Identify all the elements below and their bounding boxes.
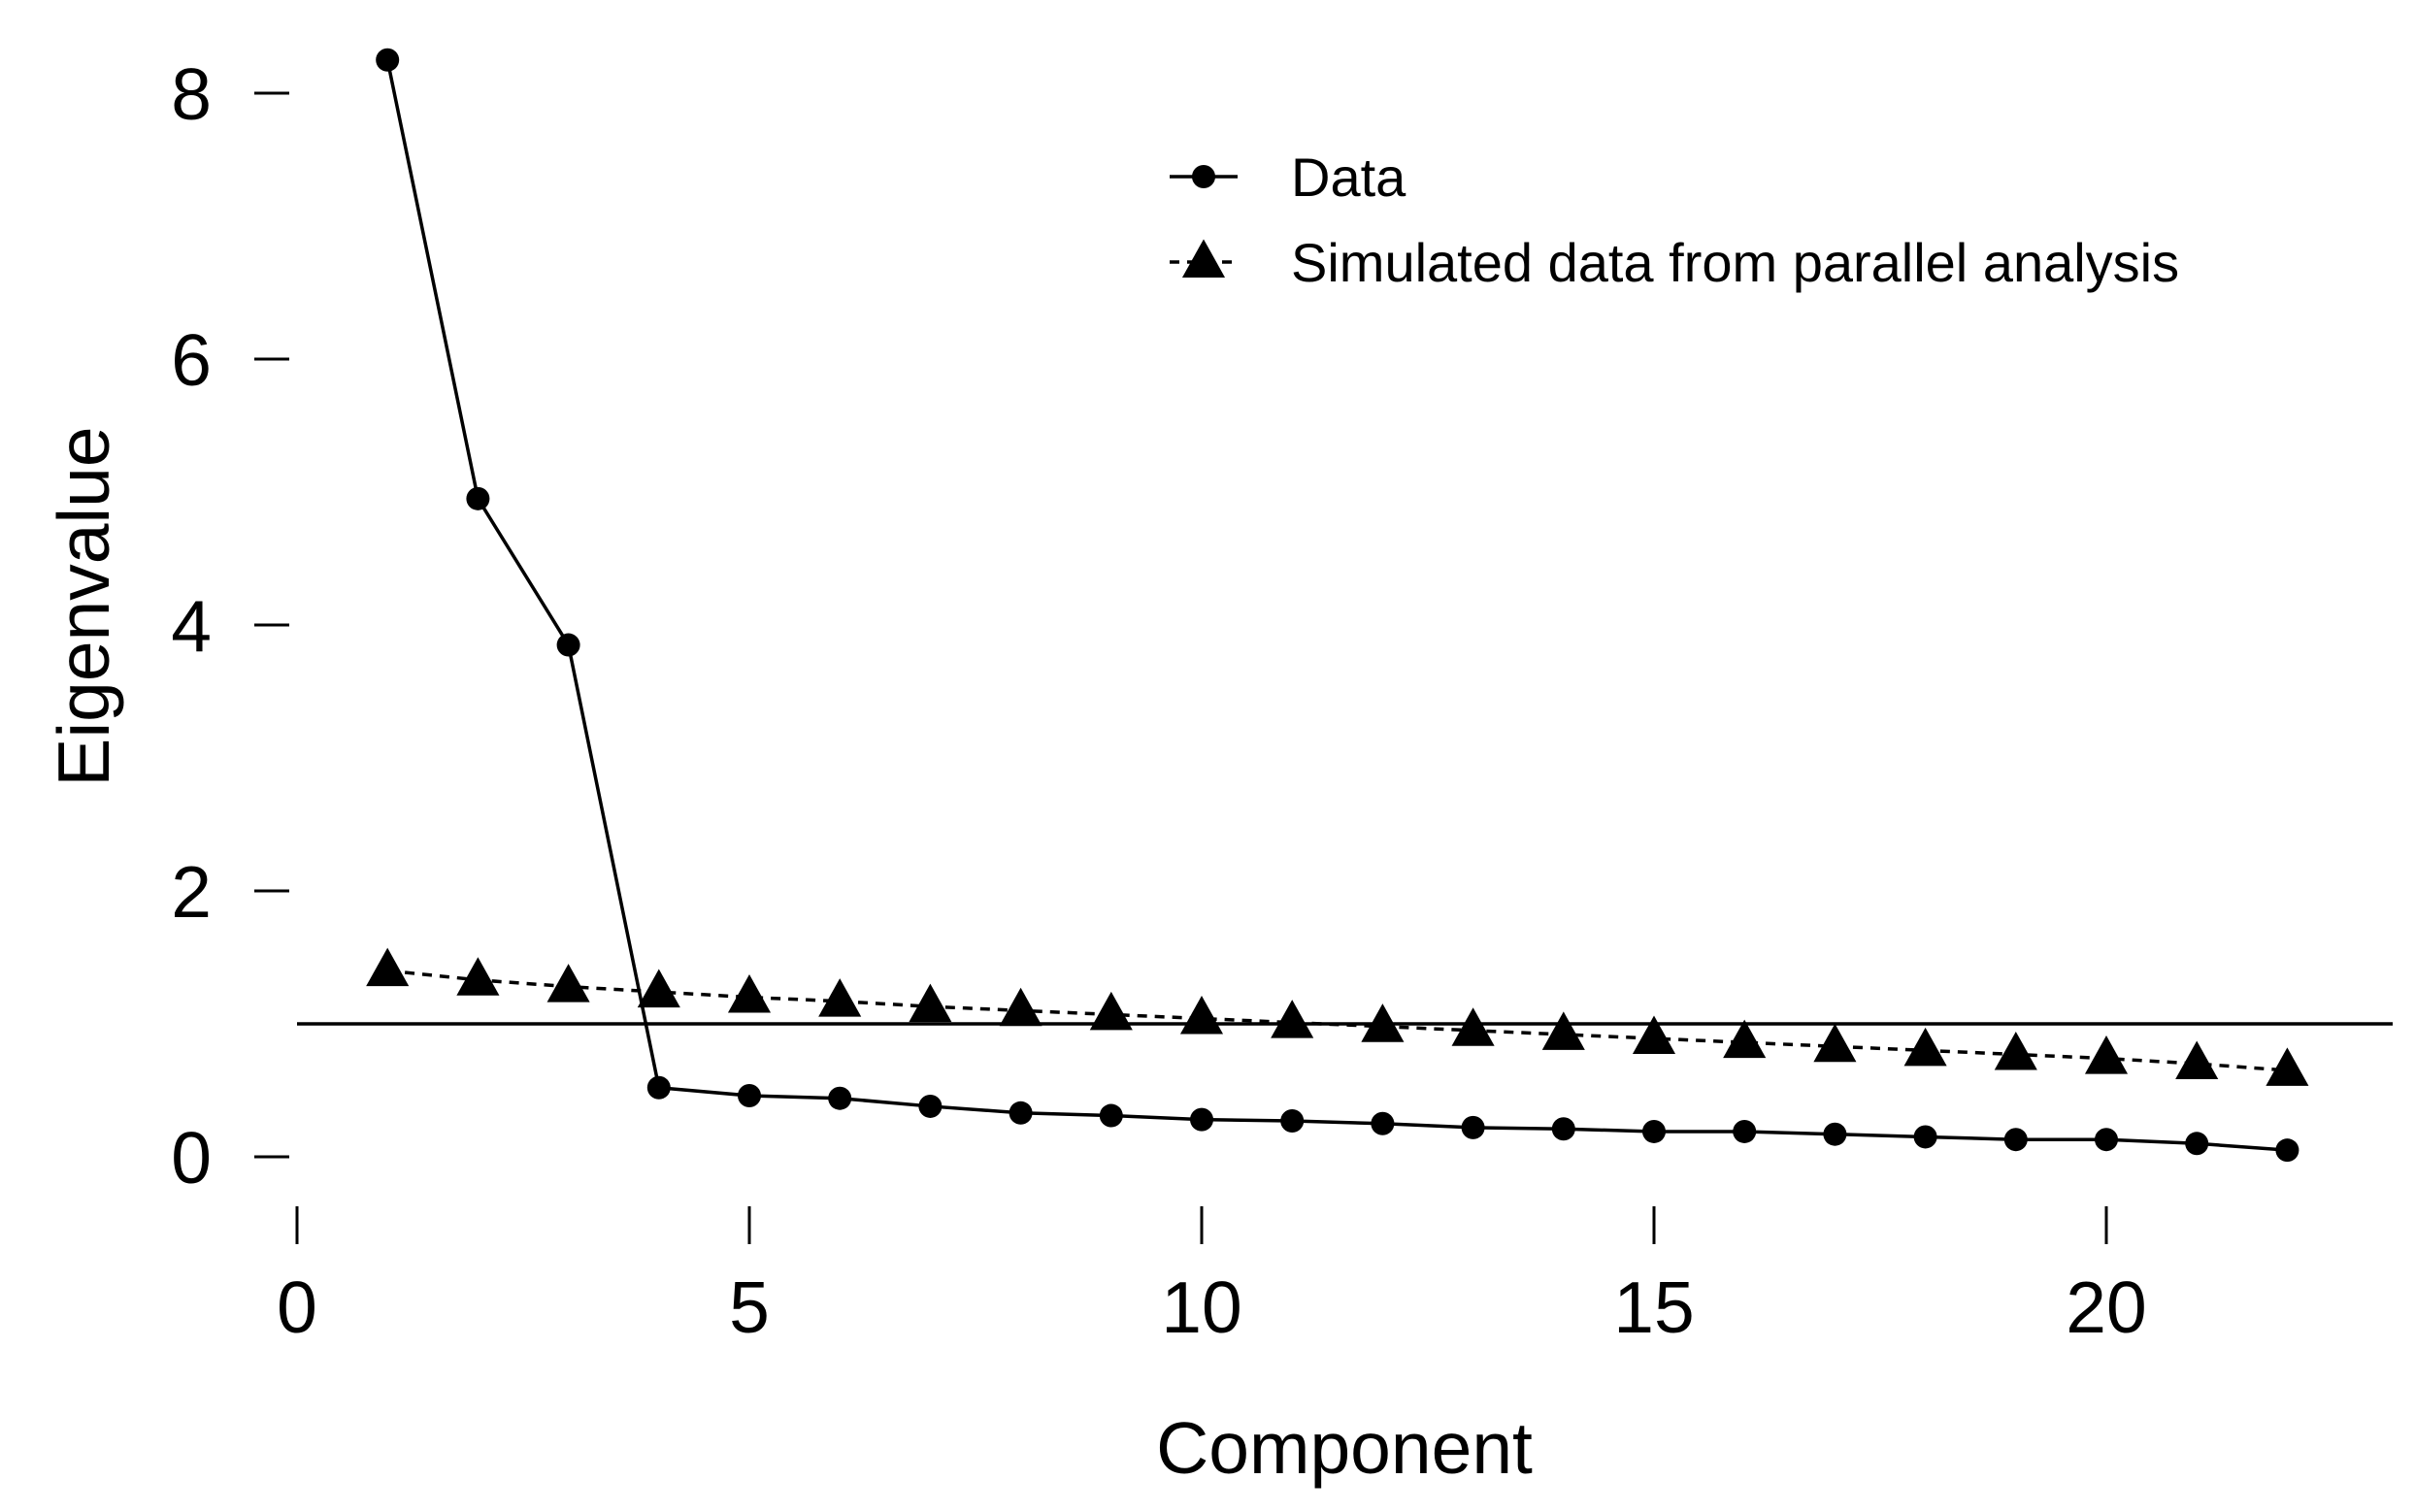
data-point: [1099, 1103, 1123, 1128]
data-point: [1009, 1101, 1033, 1125]
data-point: [1461, 1115, 1485, 1139]
y-axis-title: Eigenvalue: [43, 426, 124, 786]
data-point: [1371, 1111, 1395, 1135]
y-axis: 0 2 4 6 8: [171, 53, 289, 1199]
data-point: [1551, 1117, 1575, 1141]
data-point: [999, 987, 1042, 1027]
legend-marker: [1192, 165, 1215, 188]
x-axis: 0 5 10 15 20: [277, 1206, 2147, 1348]
data-point: [828, 1086, 852, 1110]
data-point: [1913, 1125, 1937, 1149]
series-layer: [366, 48, 2309, 1163]
data-point: [1179, 995, 1224, 1035]
data-point: [1723, 1019, 1767, 1059]
data-point: [1271, 1000, 1314, 1038]
data-point: [918, 1094, 943, 1118]
x-tick-label: 10: [1161, 1266, 1241, 1348]
data-point: [1541, 1011, 1585, 1050]
y-tick-label: 2: [171, 851, 212, 933]
data-point: [546, 964, 590, 1003]
series-line: [385, 59, 2288, 1152]
legend-label: Simulated data from parallel analysis: [1291, 232, 2179, 293]
data-point: [2266, 1047, 2309, 1086]
y-tick-label: 8: [171, 53, 212, 135]
series-simulated: [366, 947, 2309, 1086]
data-point: [1190, 1107, 1213, 1132]
data-point: [1823, 1122, 1847, 1146]
x-tick-label: 15: [1613, 1266, 1694, 1348]
data-point: [1994, 1031, 2037, 1070]
y-tick-label: 0: [171, 1117, 212, 1199]
data-point: [376, 48, 400, 72]
y-tick-label: 6: [171, 319, 212, 401]
data-point: [1903, 1027, 1947, 1067]
data-point: [1280, 1109, 1305, 1134]
legend: Data Simulated data from parallel analysi…: [1170, 147, 2179, 293]
series-line: [387, 969, 2288, 1072]
legend-marker: [1181, 239, 1226, 278]
data-point: [2185, 1132, 2209, 1156]
data-point: [1642, 1119, 1666, 1143]
data-point: [2003, 1128, 2028, 1152]
data-point: [2095, 1128, 2118, 1152]
data-point: [1632, 1015, 1676, 1055]
series-data: [376, 48, 2299, 1163]
data-point: [2275, 1138, 2299, 1163]
x-tick-label: 0: [277, 1266, 317, 1348]
legend-label: Data: [1291, 147, 1406, 208]
x-tick-label: 20: [2066, 1266, 2146, 1348]
data-point: [1813, 1023, 1857, 1063]
data-point: [637, 969, 680, 1008]
x-tick-label: 5: [729, 1266, 770, 1348]
data-point: [1361, 1003, 1405, 1042]
data-point: [1089, 991, 1133, 1031]
data-point: [738, 1083, 761, 1107]
data-point: [2175, 1040, 2219, 1080]
data-point: [1451, 1007, 1495, 1046]
data-point: [646, 1075, 671, 1100]
y-tick-label: 4: [171, 585, 212, 667]
data-point: [466, 486, 490, 510]
x-axis-title: Component: [1156, 1407, 1533, 1489]
data-point: [1733, 1119, 1757, 1143]
data-point: [456, 957, 500, 996]
data-point: [909, 983, 952, 1023]
data-point: [366, 947, 410, 987]
data-point: [727, 974, 772, 1013]
data-point: [556, 633, 580, 657]
data-point: [818, 978, 862, 1017]
data-point: [2084, 1035, 2129, 1074]
